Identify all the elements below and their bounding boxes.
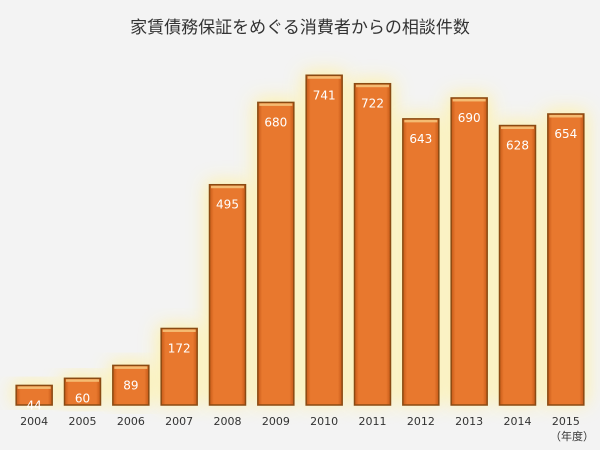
x-tick-label-2005: 2005 — [69, 415, 97, 428]
x-tick-label-2013: 2013 — [455, 415, 483, 428]
bar-top-highlight — [549, 114, 583, 118]
bar-2004 — [15, 384, 53, 406]
bar-2014 — [498, 124, 537, 406]
bar-top-highlight — [307, 76, 341, 79]
data-label-2006: 89 — [123, 378, 138, 392]
chart-title: 家賃債務保証をめぐる消費者からの相談件数 — [130, 18, 470, 38]
bar-top-highlight — [404, 119, 438, 123]
bar-top-highlight — [162, 329, 196, 332]
bar-2005 — [63, 377, 102, 406]
bar-2007 — [160, 327, 198, 406]
x-tick-label-2014: 2014 — [504, 415, 532, 428]
bar-2009 — [257, 101, 295, 406]
bar-2006 — [112, 364, 150, 406]
bar-top-highlight — [211, 185, 244, 189]
x-tick-label-2011: 2011 — [359, 415, 387, 428]
x-tick-label-2015: 2015 — [552, 415, 580, 428]
x-tick-label-2004: 2004 — [20, 415, 48, 428]
data-label-2010: 741 — [313, 88, 336, 102]
data-label-2015: 654 — [554, 127, 577, 141]
x-tick-label-2006: 2006 — [117, 415, 145, 428]
bar-top-highlight — [66, 379, 99, 382]
bar-top-highlight — [17, 386, 51, 389]
bar-top-highlight — [259, 103, 293, 106]
data-label-2011: 722 — [361, 97, 384, 111]
bar-top-highlight — [356, 84, 389, 88]
bar-2010 — [305, 74, 343, 406]
bar-2011 — [353, 82, 392, 406]
data-label-2014: 628 — [506, 139, 529, 153]
data-label-2007: 172 — [168, 341, 191, 355]
data-label-2005: 60 — [75, 391, 90, 405]
data-label-2012: 643 — [409, 132, 432, 146]
data-label-2009: 680 — [264, 115, 287, 129]
bar-2008 — [208, 183, 247, 406]
x-tick-label-2009: 2009 — [262, 415, 290, 428]
bar-top-highlight — [452, 98, 486, 102]
x-tick-label-2010: 2010 — [310, 415, 338, 428]
data-label-2013: 690 — [458, 111, 481, 125]
bar-2013 — [450, 97, 488, 406]
data-label-2008: 495 — [216, 198, 239, 212]
x-tick-label-2008: 2008 — [214, 415, 242, 428]
bar-top-highlight — [114, 366, 148, 369]
x-axis-unit: （年度） — [550, 429, 594, 443]
bar-top-highlight — [501, 126, 534, 130]
x-tick-label-2007: 2007 — [165, 415, 193, 428]
x-tick-label-2012: 2012 — [407, 415, 435, 428]
data-label-2004: 44 — [27, 398, 42, 412]
bar-2012 — [402, 118, 440, 406]
bar-2015 — [547, 113, 585, 406]
